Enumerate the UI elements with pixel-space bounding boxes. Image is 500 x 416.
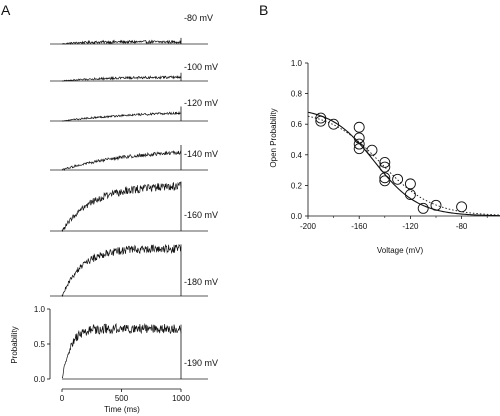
x-tick-label: -80 <box>456 222 468 231</box>
data-point <box>353 143 365 155</box>
data-point <box>379 156 391 168</box>
data-point <box>417 202 429 214</box>
data-point <box>392 173 404 185</box>
data-point <box>430 199 442 211</box>
data-point <box>366 144 378 156</box>
data-point <box>379 175 391 187</box>
trace-line <box>61 150 182 171</box>
y-tick-label: 0.8 <box>291 90 303 99</box>
data-point <box>379 172 391 184</box>
trace-voltage-label: -80 mV <box>184 13 213 23</box>
trace-line <box>61 181 182 233</box>
trace-line <box>61 243 182 298</box>
fit-line-dotted <box>307 115 500 216</box>
panel-b-letter: B <box>259 2 268 18</box>
panel-a-x-axis-title: Time (ms) <box>104 405 140 414</box>
panel-b-x-axis-title: Voltage (mV) <box>377 246 424 255</box>
y-tick-label: 0.2 <box>291 181 303 190</box>
x-tick-label: -200 <box>300 222 317 231</box>
y-tick-label: 0.6 <box>291 120 303 129</box>
trace-voltage-label: -100 mV <box>184 62 218 72</box>
panel-a-y-axis-title: Probability <box>10 326 19 363</box>
panel-b-plot: Open Probability Voltage (mV) 0.0 0.2 0.4 0… <box>269 59 500 255</box>
y-tick-label: 1.0 <box>291 59 303 68</box>
x-tick-label: 1000 <box>172 394 190 403</box>
trace-voltage-label: -140 mV <box>184 149 218 159</box>
data-point <box>353 132 365 144</box>
data-point <box>328 118 340 130</box>
x-tick-label: -160 <box>351 222 368 231</box>
trace-voltage-label: -160 mV <box>184 210 218 220</box>
panel-a-traces: -80 mV -100 mV -120 mV -140 mV -160 mV -180 m… <box>50 13 218 380</box>
panel-a-letter: A <box>1 2 11 18</box>
data-point <box>379 161 391 173</box>
trace-voltage-label: -180 mV <box>184 277 218 287</box>
trace-line <box>61 323 182 379</box>
data-point <box>353 138 365 150</box>
data-point <box>315 115 327 127</box>
data-point <box>404 189 416 201</box>
data-point <box>315 112 327 124</box>
data-point <box>404 178 416 190</box>
x-tick-label: 0 <box>60 394 65 403</box>
y-tick-label: 0.0 <box>34 375 46 384</box>
trace-voltage-label: -120 mV <box>184 98 218 108</box>
y-tick-label: 0.5 <box>34 340 46 349</box>
y-tick-label: 0.4 <box>291 151 303 160</box>
panel-a-axes: Probability Time (ms) 0.0 0.5 1.0 0 500 1000 <box>10 305 190 414</box>
x-tick-label: 500 <box>115 394 129 403</box>
data-point <box>456 201 468 213</box>
trace-line <box>61 110 182 122</box>
y-tick-label: 0.0 <box>291 212 303 221</box>
y-tick-label: 1.0 <box>34 305 46 314</box>
panel-b-y-axis-title: Open Probability <box>269 108 278 167</box>
trace-line <box>61 75 182 82</box>
data-point <box>353 121 365 133</box>
trace-line <box>61 39 182 45</box>
x-tick-label: -120 <box>402 222 419 231</box>
fit-line-solid <box>307 111 500 217</box>
trace-voltage-label: -190 mV <box>184 358 218 368</box>
